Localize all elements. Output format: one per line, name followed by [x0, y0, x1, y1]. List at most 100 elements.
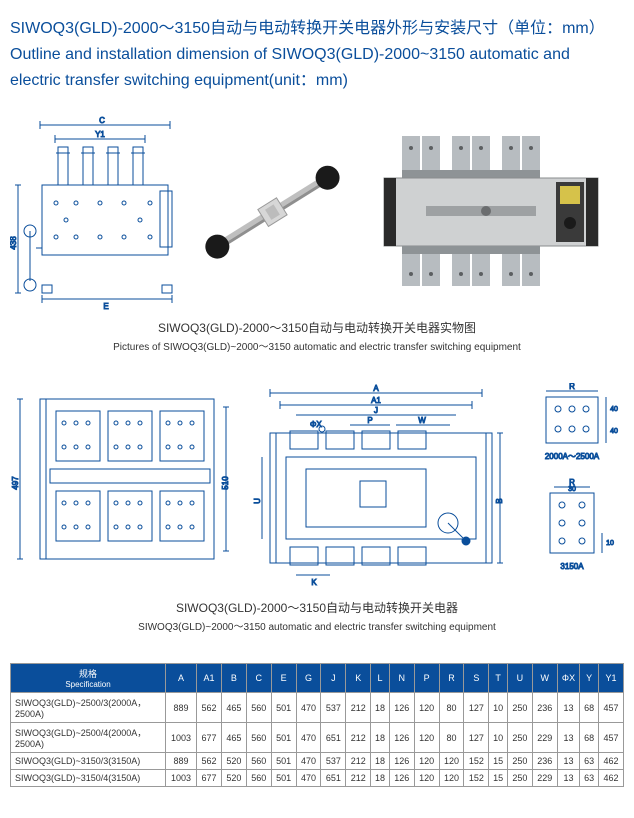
- cell: 10: [489, 693, 508, 723]
- cell: 520: [221, 770, 246, 787]
- cell: 120: [414, 753, 439, 770]
- cell: 651: [321, 723, 346, 753]
- cell-spec: SIWOQ3(GLD)~2500/4(2000A，2500A): [11, 723, 166, 753]
- cell: 229: [532, 770, 557, 787]
- cell: 63: [580, 753, 599, 770]
- cell: 120: [414, 723, 439, 753]
- cell: 501: [271, 770, 296, 787]
- cell: 18: [371, 770, 390, 787]
- col-J: J: [321, 664, 346, 693]
- cell: 212: [346, 753, 371, 770]
- cell: 560: [246, 753, 271, 770]
- cell: 457: [598, 723, 623, 753]
- col-N: N: [389, 664, 414, 693]
- cell: 15: [489, 770, 508, 787]
- figure-row-1: C Y1 438 E: [10, 113, 624, 313]
- cell: 120: [414, 770, 439, 787]
- cell: 677: [197, 723, 222, 753]
- svg-text:2000A～2500A: 2000A～2500A: [545, 452, 600, 461]
- fig2-caption-cn: SIWOQ3(GLD)-2000～3150自动与电动转换开关电器: [10, 599, 624, 616]
- cell: 68: [580, 723, 599, 753]
- col-S: S: [464, 664, 489, 693]
- cell-spec: SIWOQ3(GLD)~3150/3(3150A): [11, 753, 166, 770]
- cell: 250: [507, 770, 532, 787]
- cell: 889: [166, 753, 197, 770]
- svg-text:A: A: [373, 384, 379, 393]
- cell: 229: [532, 723, 557, 753]
- svg-text:30: 30: [568, 486, 576, 493]
- photo-product: [366, 128, 616, 298]
- cell: 560: [246, 693, 271, 723]
- cell: 501: [271, 693, 296, 723]
- col-U: U: [507, 664, 532, 693]
- svg-text:R: R: [569, 383, 575, 391]
- svg-text:J: J: [374, 406, 378, 415]
- cell: 13: [557, 770, 580, 787]
- table-row: SIWOQ3(GLD)~3150/3(3150A)889562520560501…: [11, 753, 624, 770]
- cell: 236: [532, 693, 557, 723]
- cell: 80: [439, 693, 464, 723]
- col-E: E: [271, 664, 296, 693]
- cell: 126: [389, 753, 414, 770]
- col-R: R: [439, 664, 464, 693]
- cell: 10: [489, 723, 508, 753]
- svg-text:510: 510: [221, 476, 230, 490]
- svg-text:E: E: [103, 302, 108, 311]
- col-B: B: [221, 664, 246, 693]
- fig2-caption-en: SIWOQ3(GLD)~2000～3150 automatic and elec…: [10, 618, 624, 633]
- table-row: SIWOQ3(GLD)~2500/3(2000A，2500A)889562465…: [11, 693, 624, 723]
- cell: 250: [507, 753, 532, 770]
- col-A1: A1: [197, 664, 222, 693]
- cell: 889: [166, 693, 197, 723]
- cell: 120: [414, 693, 439, 723]
- col-P: P: [414, 664, 439, 693]
- drawing-front-view: A A1 J P W ΦX B U: [250, 383, 510, 593]
- cell: 126: [389, 693, 414, 723]
- cell: 1003: [166, 770, 197, 787]
- cell: 13: [557, 753, 580, 770]
- figure-row-2: 497 510 A A1 J P W ΦX: [10, 383, 624, 593]
- cell: 18: [371, 693, 390, 723]
- svg-text:ΦX: ΦX: [310, 420, 322, 429]
- page-title-cn: SIWOQ3(GLD)-2000～3150自动与电动转换开关电器外形与安装尺寸（…: [10, 14, 624, 38]
- svg-text:3150A: 3150A: [560, 562, 584, 571]
- svg-text:Y1: Y1: [95, 130, 105, 139]
- cell: 1003: [166, 723, 197, 753]
- cell: 562: [197, 693, 222, 723]
- cell-spec: SIWOQ3(GLD)~3150/4(3150A): [11, 770, 166, 787]
- cell: 470: [296, 770, 321, 787]
- col-ΦX: ΦX: [557, 664, 580, 693]
- svg-text:497: 497: [11, 476, 20, 490]
- spec-table-wrap: 规格SpecificationAA1BCEGJKLNPRSTUWΦXYY1 SI…: [10, 663, 624, 787]
- cell: 501: [271, 723, 296, 753]
- cell: 18: [371, 753, 390, 770]
- cell: 126: [389, 770, 414, 787]
- cell: 560: [246, 723, 271, 753]
- cell: 465: [221, 723, 246, 753]
- cell: 126: [389, 723, 414, 753]
- drawing-busbar-detail: R 40 40 2000A～2500A R 30 10 3150A: [520, 383, 620, 593]
- col-T: T: [489, 664, 508, 693]
- cell: 13: [557, 723, 580, 753]
- cell: 651: [321, 770, 346, 787]
- cell: 18: [371, 723, 390, 753]
- svg-text:40: 40: [610, 428, 618, 435]
- cell: 537: [321, 693, 346, 723]
- col-A: A: [166, 664, 197, 693]
- cell: 212: [346, 723, 371, 753]
- col-W: W: [532, 664, 557, 693]
- col-Y: Y: [580, 664, 599, 693]
- drawing-side-view: 497 510: [10, 383, 240, 583]
- svg-text:W: W: [418, 416, 426, 425]
- cell: 465: [221, 693, 246, 723]
- cell: 470: [296, 693, 321, 723]
- svg-text:A1: A1: [371, 396, 381, 405]
- table-row: SIWOQ3(GLD)~2500/4(2000A，2500A)100367746…: [11, 723, 624, 753]
- svg-text:40: 40: [610, 406, 618, 413]
- cell: 212: [346, 693, 371, 723]
- cell: 68: [580, 693, 599, 723]
- cell-spec: SIWOQ3(GLD)~2500/3(2000A，2500A): [11, 693, 166, 723]
- svg-text:P: P: [367, 416, 372, 425]
- spec-table: 规格SpecificationAA1BCEGJKLNPRSTUWΦXYY1 SI…: [10, 663, 624, 787]
- cell: 13: [557, 693, 580, 723]
